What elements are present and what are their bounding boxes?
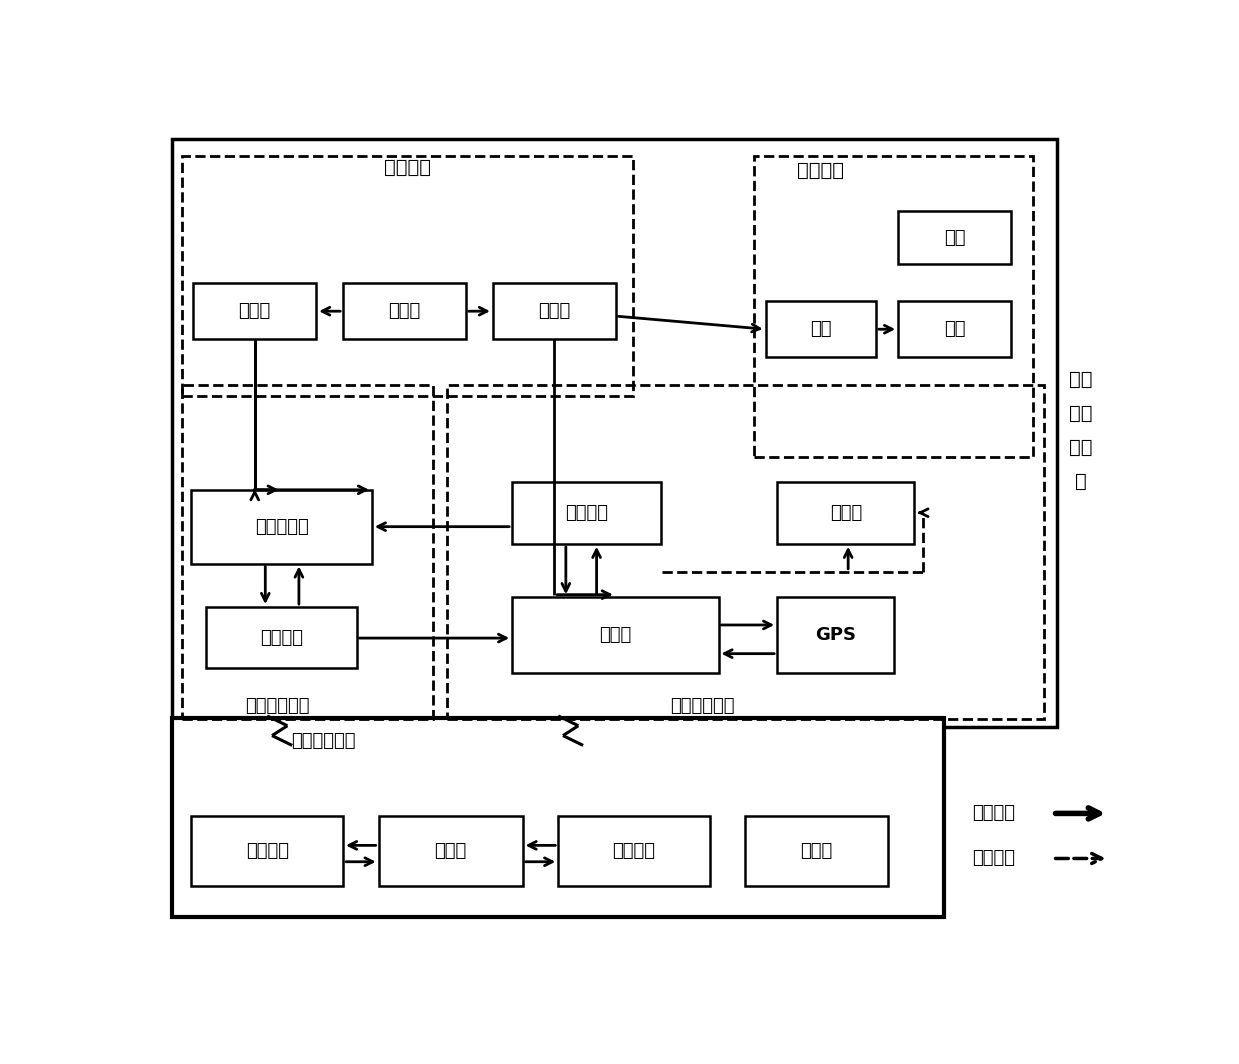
Text: 顶层控制模块: 顶层控制模块: [245, 697, 310, 715]
Bar: [447, 385, 1044, 719]
Bar: [777, 597, 895, 672]
Text: 锂电池: 锂电池: [388, 302, 421, 320]
Text: 分电板: 分电板: [538, 302, 570, 320]
Bar: [191, 489, 372, 564]
Bar: [379, 816, 523, 885]
Bar: [191, 816, 343, 885]
Text: 稳压器: 稳压器: [239, 302, 271, 320]
Bar: [898, 212, 1011, 265]
Text: 地面监控设备: 地面监控设备: [291, 732, 356, 749]
Bar: [182, 385, 434, 719]
Bar: [766, 301, 876, 358]
Text: 电源系统: 电源系统: [973, 804, 1016, 822]
Bar: [777, 482, 914, 544]
Bar: [512, 597, 719, 672]
Bar: [512, 482, 660, 544]
Text: 接收机: 接收机: [830, 504, 862, 522]
Bar: [898, 301, 1011, 358]
Text: 遥控器: 遥控器: [800, 842, 833, 860]
Text: 任务计算机: 任务计算机: [255, 518, 309, 535]
Text: GPS: GPS: [815, 626, 856, 644]
Text: 无线网卡: 无线网卡: [260, 629, 302, 647]
Bar: [172, 139, 1058, 728]
Text: 浆叶: 浆叶: [944, 229, 965, 247]
Bar: [193, 283, 316, 339]
Bar: [206, 606, 357, 668]
Text: 电调: 电调: [810, 320, 831, 338]
Text: 底层控制模块: 底层控制模块: [670, 697, 735, 715]
Bar: [746, 816, 887, 885]
Text: 电源模块: 电源模块: [384, 157, 431, 177]
Text: 地面站: 地面站: [435, 842, 467, 860]
Bar: [343, 283, 466, 339]
Text: 无线数传: 无线数传: [245, 842, 289, 860]
Bar: [755, 155, 1032, 458]
Text: 控制信号: 控制信号: [973, 849, 1016, 867]
Text: 电机: 电机: [944, 320, 965, 338]
Bar: [182, 155, 633, 397]
Bar: [558, 816, 710, 885]
Bar: [172, 717, 944, 917]
Text: 无人
机硬
件平
台: 无人 机硬 件平 台: [1069, 370, 1093, 492]
Text: 无线网卡: 无线网卡: [612, 842, 655, 860]
Text: 飞控板: 飞控板: [600, 626, 632, 644]
Text: 动力模块: 动力模块: [797, 161, 844, 180]
Text: 无线数传: 无线数传: [565, 504, 608, 522]
Bar: [493, 283, 616, 339]
